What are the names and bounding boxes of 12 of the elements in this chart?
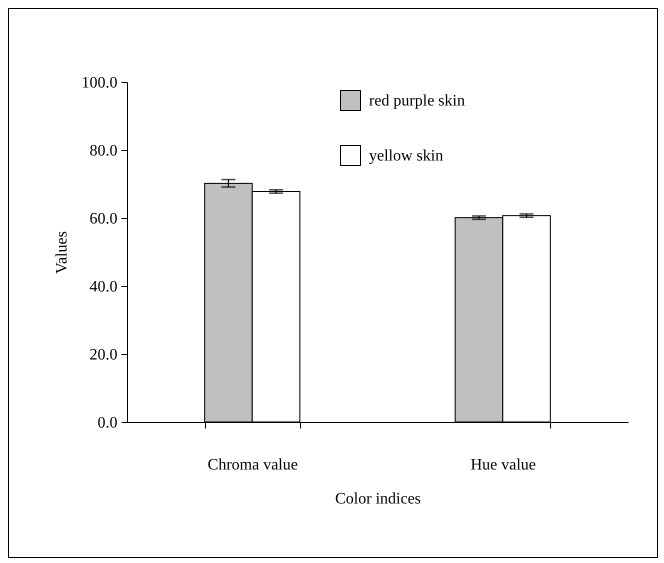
y-tick-label: 0.0 — [98, 414, 118, 432]
x-tick-label: Hue value — [470, 456, 536, 474]
y-axis-title: Values — [54, 231, 70, 274]
y-tick-label: 80.0 — [90, 142, 118, 160]
y-tick-label: 60.0 — [90, 210, 118, 228]
x-tick-label: Chroma value — [208, 456, 298, 474]
legend-label: yellow skin — [369, 148, 444, 164]
x-axis-title: Color indices — [335, 490, 421, 508]
y-tick-label: 20.0 — [90, 346, 118, 364]
y-tick-label: 100.0 — [82, 74, 118, 92]
y-tick-label: 40.0 — [90, 278, 118, 296]
legend-label: red purple skin — [369, 92, 465, 110]
